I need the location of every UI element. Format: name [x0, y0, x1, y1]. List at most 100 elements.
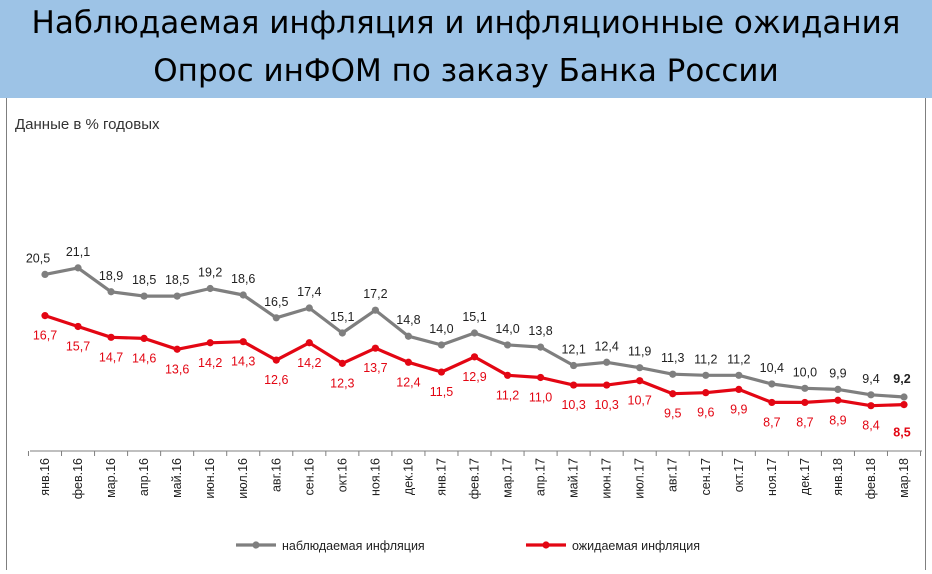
- expected-value-label: 12,6: [264, 373, 288, 387]
- x-tick-label: сен.16: [302, 458, 316, 496]
- observed-inflation-point: [470, 329, 479, 337]
- observed-value-label: 14,0: [495, 322, 519, 336]
- expected-value-label: 14,2: [297, 356, 321, 370]
- x-tick-label: янв.18: [831, 458, 845, 496]
- expected-inflation-point: [140, 334, 148, 343]
- x-tick-label: апр.16: [137, 458, 151, 496]
- expected-inflation-point: [470, 353, 479, 361]
- observed-inflation-point: [206, 284, 214, 293]
- expected-inflation-point: [338, 359, 346, 367]
- observed-inflation-point: [239, 291, 247, 299]
- observed-value-label: 10,0: [793, 365, 817, 379]
- expected-value-label: 15,7: [66, 339, 90, 353]
- observed-value-label: 19,2: [198, 266, 222, 280]
- x-tick-label: авг.17: [666, 458, 680, 492]
- expected-inflation-point: [173, 345, 181, 353]
- x-tick-label: апр.17: [534, 458, 548, 496]
- expected-value-label: 12,9: [462, 370, 486, 384]
- legend-item-expected-marker: [542, 541, 550, 549]
- observed-inflation-point: [636, 364, 644, 372]
- expected-inflation-point: [272, 356, 280, 364]
- observed-value-label: 18,6: [231, 272, 255, 286]
- expected-inflation-point: [900, 400, 908, 409]
- x-tick-label: янв.17: [434, 458, 448, 496]
- expected-inflation-point: [437, 368, 446, 376]
- expected-value-label: 10,3: [594, 398, 618, 412]
- slide-title-line1: Наблюдаемая инфляция и инфляционные ожид…: [31, 5, 901, 41]
- x-tick-label: мар.17: [501, 458, 515, 498]
- observed-inflation-point: [570, 361, 578, 370]
- x-tick-label: ноя.16: [368, 458, 382, 496]
- x-tick-label: фев.18: [864, 458, 878, 499]
- expected-value-label: 8,9: [829, 413, 846, 427]
- expected-value-label: 14,6: [132, 351, 156, 365]
- x-tick-label: июн.16: [203, 458, 217, 499]
- observed-inflation-point: [702, 371, 710, 379]
- expected-inflation-point: [735, 385, 743, 394]
- observed-inflation-point: [900, 393, 908, 401]
- x-tick-label: янв.16: [38, 458, 52, 496]
- x-axis-labels: янв.16 фев.16 мар.16 апр.16 май.16 июн.16 июл.…: [38, 458, 911, 499]
- observed-inflation-point: [404, 332, 413, 340]
- observed-value-label: 11,2: [694, 352, 717, 366]
- expected-inflation-point: [768, 398, 776, 407]
- x-tick-label: июл.17: [633, 458, 647, 499]
- x-tick-label: дек.17: [798, 458, 812, 495]
- observed-inflation-point: [768, 380, 776, 388]
- x-tick-label: мар.18: [897, 458, 911, 498]
- legend-item-observed-label: наблюдаемая инфляция: [282, 539, 425, 553]
- expected-value-label: 14,2: [198, 356, 222, 370]
- observed-value-label: 13,8: [528, 324, 552, 338]
- expected-inflation-point: [603, 381, 611, 389]
- expected-value-label: 13,6: [165, 362, 189, 376]
- observed-value-label: 9,9: [829, 366, 846, 380]
- x-tick-label: май.17: [567, 458, 581, 498]
- observed-value-label: 18,9: [99, 269, 123, 283]
- observed-value-label: 11,9: [628, 345, 651, 359]
- x-tick-label: фев.17: [468, 458, 482, 499]
- observed-inflation-point: [41, 270, 49, 278]
- observed-value-label: 18,5: [132, 273, 156, 287]
- observed-value-label: 12,1: [561, 343, 585, 357]
- expected-inflation-point: [669, 390, 677, 398]
- expected-inflation-point: [239, 338, 247, 346]
- x-tick-label: ноя.17: [765, 458, 779, 496]
- observed-inflation-point: [272, 314, 280, 322]
- legend: наблюдаемая инфляция ожидаемая инфляция: [236, 539, 700, 553]
- observed-value-label: 17,2: [363, 287, 387, 301]
- x-tick-label: июн.17: [600, 458, 614, 499]
- legend-item-expected-label: ожидаемая инфляция: [572, 539, 700, 553]
- expected-value-label: 14,3: [231, 355, 255, 369]
- expected-inflation-point: [41, 312, 49, 320]
- expected-value-label: 10,3: [561, 398, 585, 412]
- observed-inflation-point: [669, 370, 677, 378]
- observed-value-label: 18,5: [165, 273, 189, 287]
- observed-value-label: 21,1: [66, 245, 90, 259]
- observed-inflation-point: [173, 292, 181, 300]
- expected-inflation-point: [305, 339, 313, 347]
- expected-value-label: 13,7: [363, 361, 387, 375]
- expected-inflation-point: [834, 396, 842, 404]
- x-tick-label: окт.17: [732, 458, 746, 492]
- observed-value-label: 9,4: [862, 372, 879, 386]
- observed-value-label: 20,5: [26, 251, 50, 265]
- observed-inflation-point: [503, 341, 512, 349]
- expected-value-label: 12,3: [330, 376, 354, 390]
- expected-value-label: 9,5: [664, 407, 681, 421]
- expected-inflation-point: [801, 398, 809, 407]
- observed-inflation-point: [735, 371, 743, 379]
- expected-value-label: 11,2: [496, 388, 519, 402]
- observed-value-label: 11,2: [727, 352, 750, 366]
- observed-value-label: 14,0: [429, 322, 453, 336]
- legend-item-observed-marker: [252, 541, 260, 549]
- expected-inflation-point: [536, 373, 545, 382]
- observed-inflation-point: [437, 341, 446, 349]
- observed-inflation-point: [834, 385, 842, 394]
- chart-units-label: Данные в % годовых: [15, 116, 160, 133]
- observed-value-label: 15,1: [330, 310, 354, 324]
- expected-inflation-point: [636, 377, 644, 385]
- expected-value-label: 10,7: [628, 394, 652, 408]
- observed-inflation-point: [536, 343, 545, 351]
- expected-value-label: 8,7: [796, 415, 813, 429]
- observed-value-label: 11,3: [661, 351, 684, 365]
